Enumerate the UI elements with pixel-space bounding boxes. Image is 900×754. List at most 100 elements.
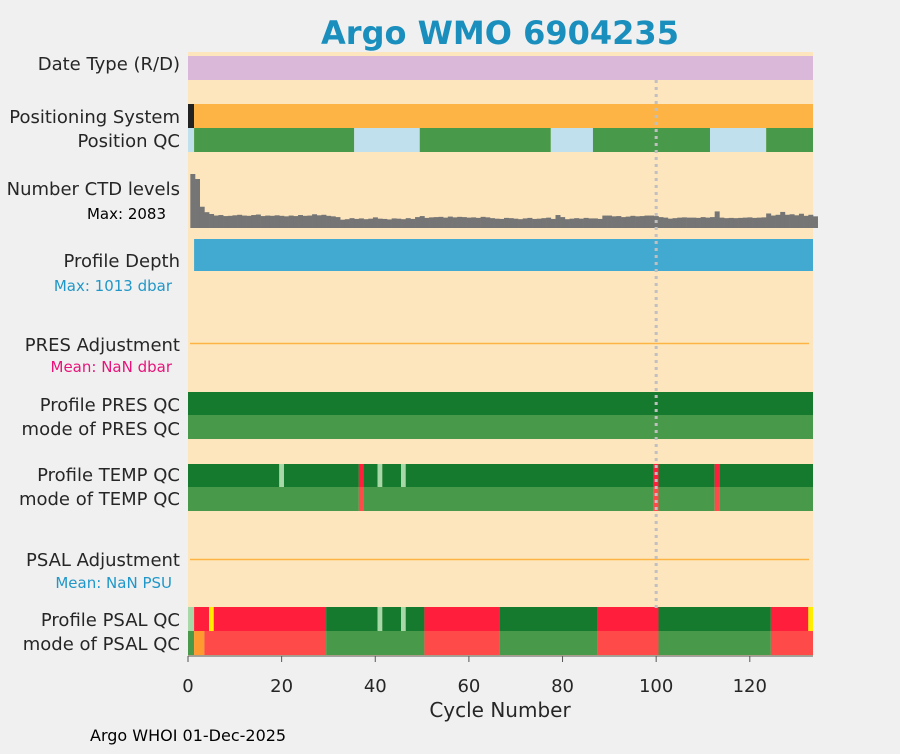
- temp-mode-segment: [719, 487, 813, 511]
- ctd-bar: [386, 219, 392, 228]
- ctd-bar: [780, 211, 786, 228]
- psal-mode-segment: [326, 631, 425, 655]
- ctd-bar: [485, 217, 491, 228]
- x-tick-label: 0: [182, 676, 193, 697]
- ctd-bar: [307, 215, 313, 228]
- plot-area-background: [188, 52, 813, 656]
- ctd-bar: [588, 218, 594, 228]
- position-qc-segment: [710, 128, 767, 152]
- label-number-ctd-levels: Number CTD levels: [7, 179, 180, 200]
- ctd-bar: [260, 216, 266, 228]
- ctd-bar: [639, 216, 645, 228]
- ctd-bar: [527, 217, 533, 228]
- ctd-bar: [279, 215, 285, 228]
- ctd-bar: [274, 215, 280, 228]
- profile-depth-row: [194, 239, 814, 271]
- ctd-bar: [330, 216, 336, 228]
- ctd-bar: [738, 217, 744, 228]
- ctd-bar: [625, 216, 631, 228]
- x-tick-label: 80: [551, 676, 574, 697]
- position-qc-segment: [354, 128, 420, 152]
- ctd-bar: [293, 216, 299, 228]
- ctd-bar: [663, 217, 669, 228]
- ctd-bar: [424, 217, 430, 228]
- psal-mode-row: [188, 631, 813, 655]
- psal-mode-segment: [770, 631, 813, 655]
- psal-qc-segment: [808, 607, 813, 631]
- ctd-bar: [546, 217, 552, 228]
- x-axis-ticks: 0 20 40 60 80 100 120: [182, 656, 767, 697]
- temp-mode-segment: [658, 487, 715, 511]
- ctd-bar: [569, 218, 575, 228]
- ctd-bar: [672, 218, 678, 228]
- temp-mode-segment: [188, 487, 359, 511]
- psal-mode-segment: [597, 631, 659, 655]
- psal-qc-segment: [597, 607, 659, 631]
- ctd-bar: [574, 218, 580, 228]
- psal-qc-segment: [658, 607, 771, 631]
- x-axis-label: Cycle Number: [429, 698, 571, 722]
- positioning-system-segment: [188, 104, 195, 128]
- ctd-bar: [695, 217, 701, 228]
- ctd-bar: [630, 215, 636, 228]
- psal-qc-segment: [194, 607, 210, 631]
- profile-depth-segment: [194, 239, 814, 271]
- psal-qc-segment: [213, 607, 327, 631]
- temp-qc-segment: [653, 464, 659, 487]
- label-mode-temp-qc: mode of TEMP QC: [19, 489, 180, 510]
- psal-mode-segment: [499, 631, 598, 655]
- ctd-bar: [382, 218, 388, 228]
- ctd-bar: [283, 216, 289, 228]
- position-qc-segment: [766, 128, 813, 152]
- ctd-bar: [592, 218, 598, 228]
- ctd-bar: [452, 217, 458, 228]
- temp-qc-segment: [714, 464, 720, 487]
- label-mode-psal-qc: mode of PSAL QC: [23, 634, 180, 655]
- ctd-bar: [209, 214, 215, 228]
- psal-qc-segment: [770, 607, 809, 631]
- ctd-bar: [649, 215, 655, 228]
- ctd-bar: [255, 214, 261, 228]
- temp-qc-segment: [358, 464, 364, 487]
- ctd-bar: [312, 214, 318, 228]
- ctd-bar: [429, 217, 435, 228]
- ctd-bar: [391, 218, 397, 228]
- ctd-bar: [246, 215, 252, 228]
- qc-segments-layer: [188, 56, 814, 655]
- temp-qc-segment: [279, 464, 284, 487]
- ctd-bar: [607, 215, 612, 228]
- ctd-bar: [471, 217, 477, 228]
- ctd-bar: [401, 219, 406, 228]
- position-qc-segment: [188, 128, 195, 152]
- ctd-bar: [635, 216, 641, 228]
- ctd-bar: [770, 215, 776, 228]
- ctd-bar: [288, 215, 294, 228]
- ctd-bar: [798, 213, 804, 228]
- ctd-bar: [302, 215, 308, 228]
- ctd-bar: [372, 217, 378, 228]
- ctd-bar: [213, 215, 219, 228]
- ctd-bar: [789, 214, 795, 228]
- pres-adjustment-mean-annotation: Mean: NaN dbar: [51, 358, 173, 376]
- ctd-bar: [335, 217, 341, 228]
- ctd-bar: [700, 217, 706, 228]
- ctd-bar: [457, 216, 463, 228]
- label-profile-pres-qc: Profile PRES QC: [40, 395, 180, 416]
- date-type-row: [188, 56, 813, 80]
- psal-adjustment-mean-annotation: Mean: NaN PSU: [55, 574, 172, 592]
- temp-mode-segment: [358, 487, 364, 511]
- psal-qc-segment: [188, 607, 195, 631]
- ctd-bar: [232, 215, 238, 228]
- ctd-bar: [761, 217, 767, 228]
- ctd-bar: [550, 218, 556, 228]
- ctd-bar: [466, 217, 472, 228]
- ctd-bar: [237, 214, 243, 228]
- ctd-bar: [354, 218, 360, 228]
- ctd-bar: [813, 216, 818, 228]
- ctd-bar: [195, 179, 200, 228]
- ctd-bar: [489, 218, 495, 228]
- x-tick-label: 20: [270, 676, 293, 697]
- psal-qc-segment: [499, 607, 598, 631]
- ctd-bar: [349, 218, 355, 228]
- ctd-bar: [363, 219, 369, 228]
